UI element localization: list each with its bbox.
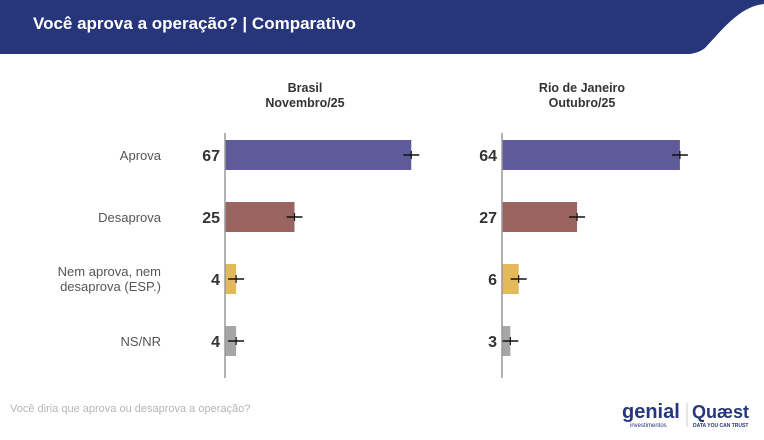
bar bbox=[502, 140, 680, 170]
brand-logos: genial investimentos Quæst DATA YOU CAN … bbox=[622, 401, 749, 429]
svg-text:genial: genial bbox=[622, 401, 680, 423]
category-label: Nem aprova, nem desaprova (ESP.) bbox=[57, 264, 161, 294]
data-label: 3 bbox=[488, 334, 497, 351]
data-label: 64 bbox=[479, 148, 497, 165]
panel-title-brasil: Brasil Novembro/25 bbox=[225, 81, 385, 111]
bar bbox=[502, 202, 578, 232]
data-label: 67 bbox=[202, 148, 220, 165]
data-label: 25 bbox=[202, 210, 220, 227]
page-title: Você aprova a operação? | Comparativo bbox=[33, 14, 356, 33]
panel-title-line1: Brasil bbox=[287, 81, 323, 95]
panel-title-line1: Rio de Janeiro bbox=[538, 81, 626, 95]
survey-question: Você diria que aprova ou desaprova a ope… bbox=[10, 403, 251, 415]
panel-title-line2: Novembro/25 bbox=[265, 96, 345, 110]
bar bbox=[225, 202, 295, 232]
data-label: 4 bbox=[211, 272, 220, 289]
data-label: 27 bbox=[479, 210, 497, 227]
category-label: Aprova bbox=[119, 148, 161, 163]
svg-text:investimentos: investimentos bbox=[630, 423, 667, 429]
data-label: 4 bbox=[211, 334, 220, 351]
category-label: Desaprova bbox=[98, 210, 161, 225]
panel-title-line2: Outubro/25 bbox=[548, 96, 616, 110]
data-label: 6 bbox=[488, 272, 497, 289]
bar bbox=[502, 264, 519, 294]
category-label: NS/NR bbox=[120, 334, 161, 349]
svg-text:Quæst: Quæst bbox=[692, 402, 749, 422]
header-banner bbox=[0, 0, 764, 54]
bar bbox=[225, 140, 412, 170]
panel-title-rio: Rio de Janeiro Outubro/25 bbox=[502, 81, 662, 111]
svg-text:DATA YOU CAN TRUST: DATA YOU CAN TRUST bbox=[693, 423, 748, 429]
